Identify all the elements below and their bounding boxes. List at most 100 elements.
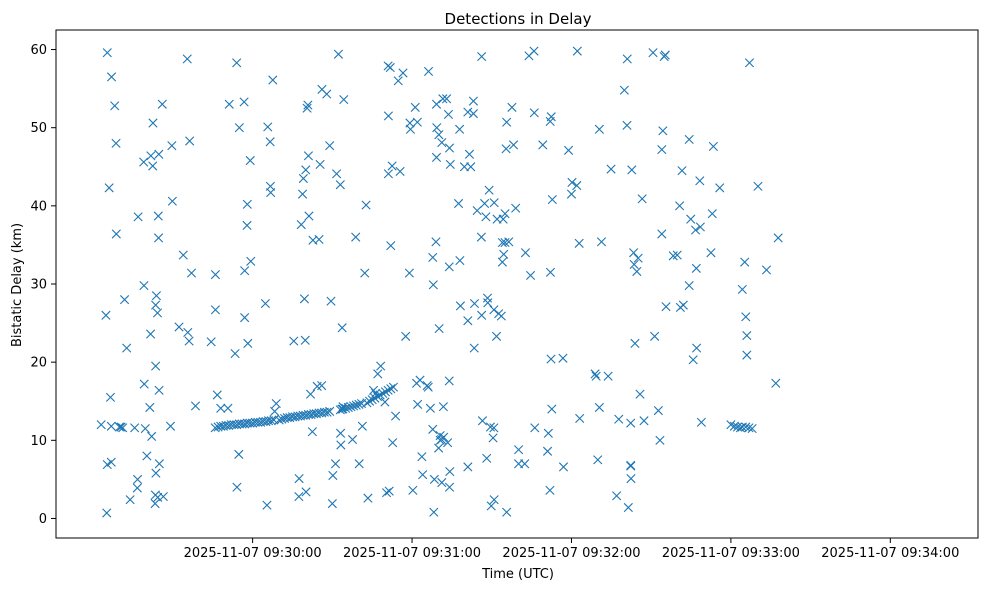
data-point: [299, 294, 310, 304]
data-point: [632, 266, 642, 277]
data-point: [386, 384, 396, 394]
data-point: [383, 385, 393, 395]
data-point: [677, 166, 687, 176]
data-point: [360, 268, 370, 278]
data-point: [158, 491, 168, 502]
data-point: [216, 403, 226, 413]
data-point: [305, 389, 316, 399]
data-point: [491, 331, 502, 341]
data-point: [574, 238, 584, 248]
data-point: [230, 348, 240, 359]
data-point: [330, 459, 341, 469]
data-point: [405, 118, 415, 128]
data-point: [146, 151, 156, 161]
data-point: [150, 499, 160, 509]
data-point: [695, 222, 705, 232]
data-point: [431, 237, 441, 247]
data-point: [148, 161, 158, 171]
data-point: [132, 474, 143, 484]
data-point: [594, 402, 604, 413]
data-point: [271, 398, 281, 409]
data-point: [546, 112, 556, 122]
data-point: [614, 414, 624, 424]
data-point: [740, 257, 750, 267]
data-point: [335, 428, 346, 438]
data-point: [186, 268, 197, 278]
data-point: [335, 180, 345, 190]
data-point: [152, 308, 163, 318]
data-point: [489, 198, 499, 208]
data-point: [363, 493, 373, 503]
data-point: [692, 343, 702, 353]
data-point: [744, 58, 755, 68]
x-tick-label: 2025-11-07 09:34:00: [821, 546, 959, 561]
data-point: [333, 49, 344, 59]
data-point: [547, 195, 557, 205]
data-point: [502, 507, 512, 517]
data-point: [151, 361, 161, 371]
data-point: [626, 460, 636, 470]
data-point: [650, 331, 660, 341]
data-point: [567, 177, 577, 187]
data-point: [468, 96, 479, 106]
data-point: [243, 338, 253, 348]
data-point: [626, 418, 636, 428]
data-point: [469, 343, 479, 353]
data-point: [337, 323, 347, 333]
data-point: [102, 508, 112, 518]
data-point: [655, 435, 665, 445]
data-point: [297, 189, 308, 199]
data-point: [417, 452, 427, 462]
data-point: [167, 141, 177, 151]
data-point: [326, 296, 336, 306]
data-point: [147, 431, 157, 441]
data-point: [130, 423, 140, 433]
data-point: [418, 470, 428, 480]
data-point: [575, 413, 585, 424]
data-point: [190, 401, 201, 411]
data-point: [386, 241, 396, 251]
data-point: [753, 181, 763, 191]
data-point: [351, 232, 361, 242]
chart-title: Detections in Delay: [445, 10, 592, 28]
data-point: [349, 401, 359, 411]
data-point: [498, 214, 508, 224]
data-point: [328, 470, 338, 481]
data-point: [325, 406, 335, 416]
data-point: [357, 421, 367, 431]
data-point: [668, 251, 678, 261]
data-point: [423, 382, 433, 392]
data-point: [434, 443, 444, 453]
data-point: [232, 58, 242, 68]
data-point: [212, 390, 222, 400]
data-point: [437, 137, 447, 148]
data-point: [472, 205, 482, 216]
data-point: [111, 138, 121, 148]
data-point: [455, 301, 465, 311]
data-point: [337, 404, 347, 414]
data-point: [545, 267, 556, 277]
data-point: [312, 381, 322, 391]
data-point: [520, 248, 531, 258]
data-point: [347, 434, 358, 445]
data-point: [303, 151, 314, 161]
data-point: [488, 433, 498, 443]
data-point: [635, 389, 645, 399]
data-point: [489, 423, 499, 433]
data-point: [744, 423, 754, 433]
y-axis: 0 10 20 30 40 50 60: [30, 43, 56, 527]
data-point: [707, 209, 717, 219]
data-point: [210, 305, 221, 315]
data-point: [489, 495, 499, 505]
data-point: [432, 123, 442, 133]
x-tick-label: 2025-11-07 09:31:00: [343, 546, 481, 561]
data-point: [603, 371, 613, 381]
data-point: [354, 459, 364, 469]
data-point: [408, 485, 418, 495]
data-point: [485, 422, 496, 432]
data-point: [590, 369, 600, 379]
data-point: [444, 143, 455, 153]
data-point: [633, 253, 643, 263]
data-point: [511, 203, 521, 213]
data-point: [715, 183, 725, 193]
